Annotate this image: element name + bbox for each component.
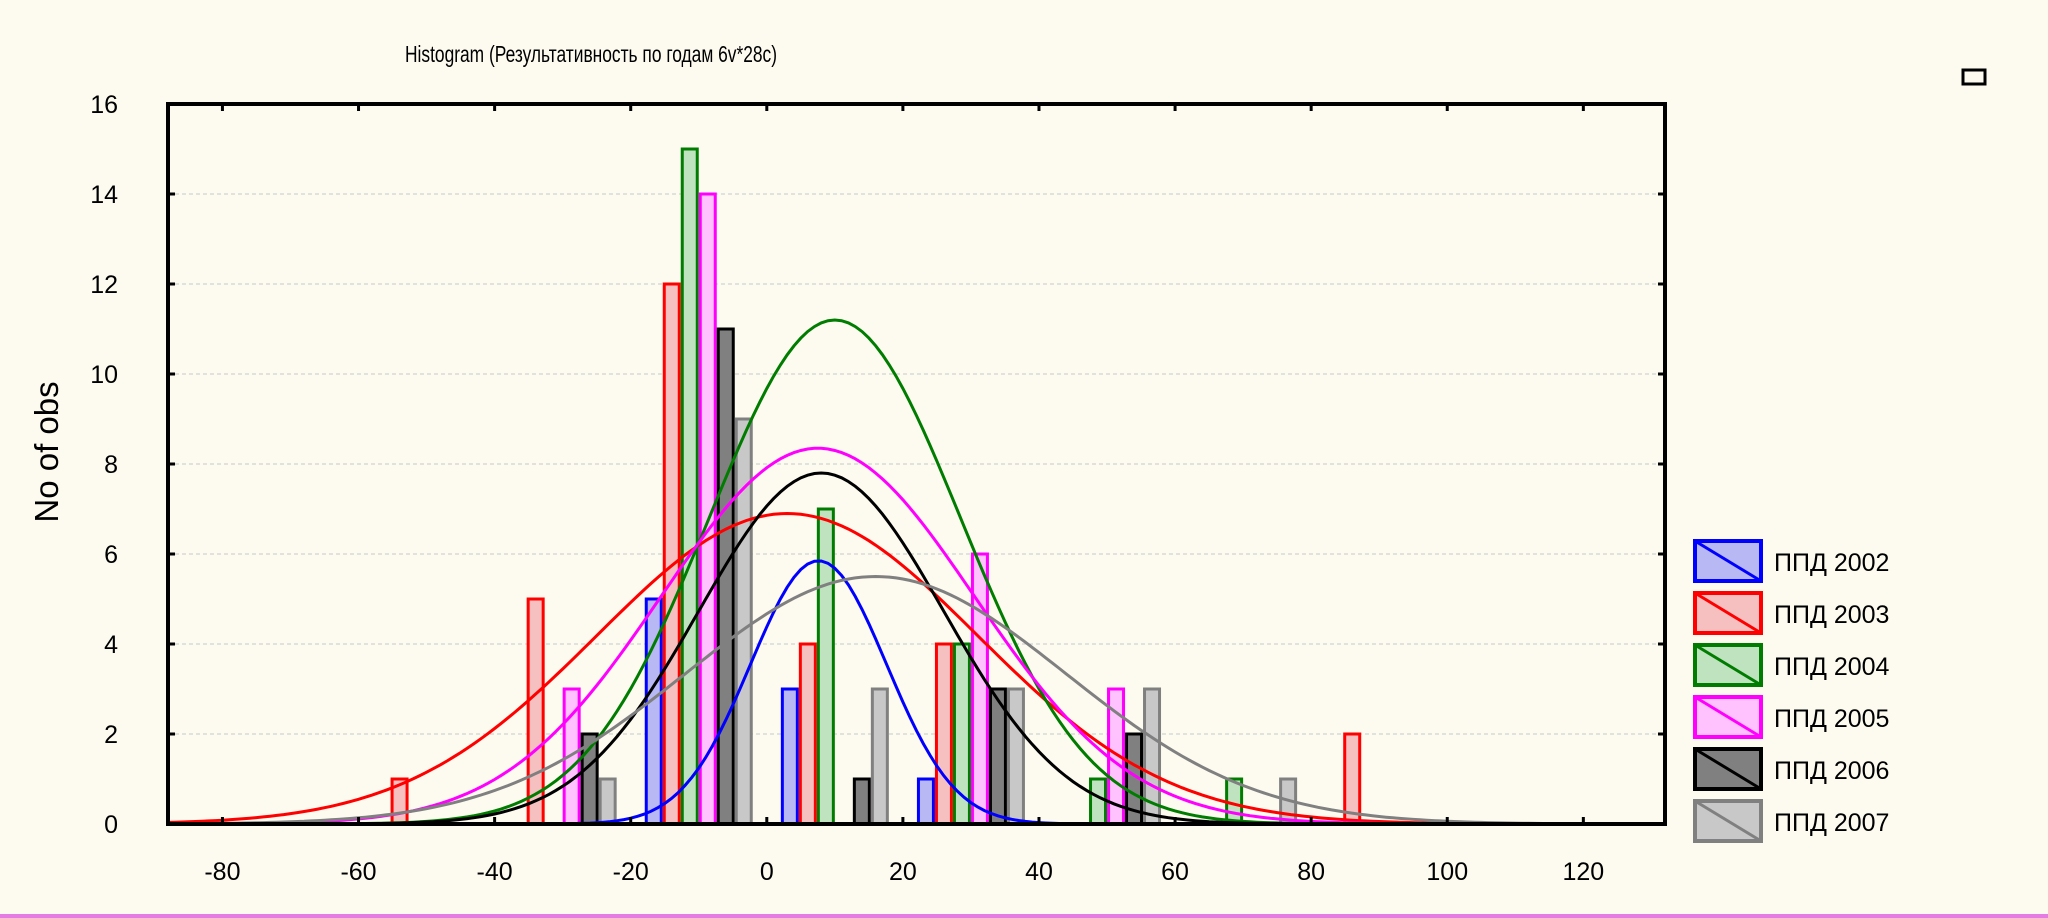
- fit-curve: [167, 511, 1550, 826]
- bar: [816, 507, 835, 826]
- chart-title: Histogram (Результативность по годам 6v*…: [405, 41, 777, 67]
- legend-swatch-diagonal: [1694, 695, 1762, 739]
- x-tick-label: 60: [1161, 858, 1189, 886]
- x-tick-label: 100: [1426, 858, 1468, 886]
- fit-curve: [168, 318, 1550, 826]
- y-tick-label: 2: [104, 721, 118, 749]
- y-tick-label: 12: [90, 271, 118, 299]
- x-tick-label: -60: [340, 858, 376, 886]
- bar: [852, 777, 871, 826]
- bar: [780, 687, 799, 826]
- grid-lines: [168, 193, 1665, 735]
- bar: [1006, 687, 1025, 826]
- bar: [662, 282, 681, 826]
- x-tick-label: 80: [1297, 858, 1325, 886]
- y-axis-label: No of obs: [28, 381, 65, 522]
- x-tick-label: 40: [1025, 858, 1053, 886]
- legend-label: ППД 2002: [1774, 549, 1889, 577]
- y-tick-label: 0: [104, 811, 118, 839]
- x-tick-label: 0: [760, 858, 774, 886]
- legend: ППД 2002 ППД 2003 ППД 2004 ППД 2005 ППД 2006…: [1693, 539, 1890, 843]
- y-tick-label: 16: [90, 91, 118, 119]
- y-tick-label: 10: [90, 361, 118, 389]
- legend-label: ППД 2007: [1774, 809, 1889, 837]
- legend-swatch-diagonal: [1694, 747, 1762, 791]
- bar: [680, 147, 699, 826]
- legend-label: ППД 2004: [1774, 653, 1890, 681]
- legend-swatch-diagonal: [1694, 591, 1762, 635]
- bar: [798, 642, 817, 826]
- y-tick-label: 8: [104, 451, 118, 479]
- axis-ticks: -80 -60 -40 -20 0 20 40 60 80 100 120 0 2 4 6 8 10 12 14 16: [90, 91, 1665, 886]
- legend-swatch-diagonal: [1694, 539, 1762, 583]
- legend-label: ППД 2003: [1774, 601, 1889, 629]
- bar: [870, 687, 889, 826]
- legend-label: ППД 2005: [1774, 705, 1889, 733]
- y-tick-label: 6: [104, 541, 118, 569]
- x-tick-label: -40: [477, 858, 513, 886]
- x-tick-label: -20: [613, 858, 649, 886]
- x-tick-label: 120: [1562, 858, 1604, 886]
- bar: [734, 417, 753, 826]
- bar: [916, 777, 935, 826]
- legend-swatch-diagonal: [1694, 643, 1762, 687]
- bar: [934, 642, 953, 826]
- y-tick-label: 4: [104, 631, 118, 659]
- fit-curve: [167, 574, 1550, 826]
- x-tick-label: -80: [204, 858, 240, 886]
- bottom-border: [0, 914, 2048, 918]
- histogram-bars: [390, 147, 1362, 826]
- bar: [598, 777, 617, 826]
- legend-swatch-diagonal: [1694, 799, 1762, 843]
- fit-curve: [168, 471, 1550, 826]
- fit-curve: [168, 446, 1550, 826]
- y-tick-label: 14: [90, 181, 118, 209]
- x-tick-label: 20: [889, 858, 917, 886]
- bar: [1343, 732, 1362, 826]
- bar: [1089, 777, 1108, 826]
- legend-label: ППД 2006: [1774, 757, 1889, 785]
- corner-marker: [1961, 68, 1987, 86]
- normal-fit-curves: [167, 318, 1550, 826]
